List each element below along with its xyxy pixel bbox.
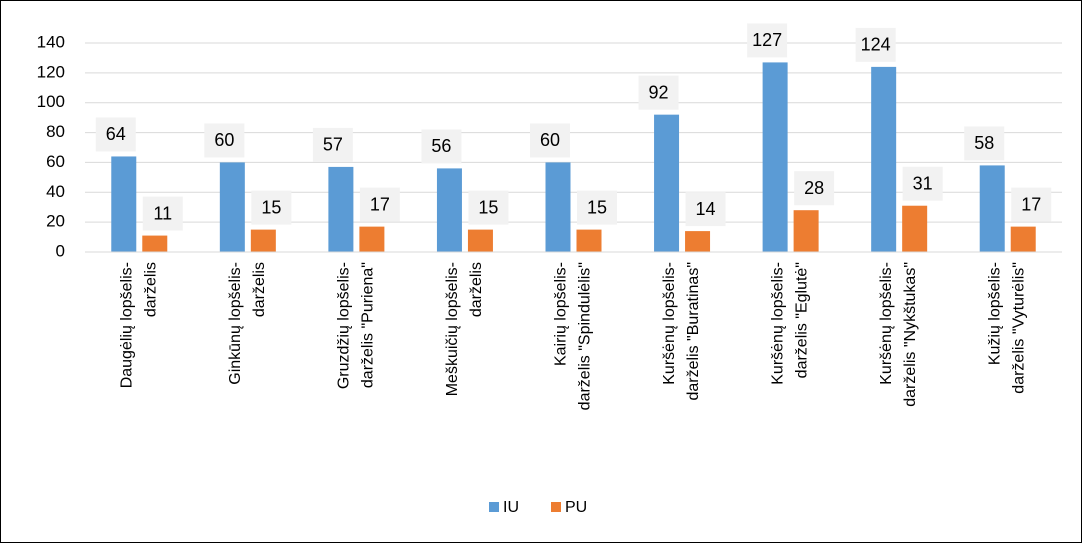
x-tick-label-line: Kuršėnų lopšelis- <box>661 262 678 385</box>
x-tick-label-line: Daugėlių lopšelis- <box>118 262 135 388</box>
x-tick-label-line: Kuršėnų lopšelis- <box>770 262 787 385</box>
y-tick-label: 60 <box>46 152 65 171</box>
bar <box>328 166 354 252</box>
bar <box>250 229 276 252</box>
data-label: 28 <box>804 178 824 198</box>
x-tick-label: Gruzdžių lopšelis-darželis "Puriena" <box>336 262 377 389</box>
bar <box>793 210 819 252</box>
data-label: 15 <box>478 197 498 217</box>
data-label-box <box>577 190 617 225</box>
bar <box>1010 226 1036 252</box>
data-label: 15 <box>261 197 281 217</box>
x-tick-label: Meškuičių lopšelis-darželis <box>444 262 485 396</box>
legend-swatch <box>551 502 561 512</box>
x-tick-label-line: darželis "Vyturėlis" <box>1011 262 1028 394</box>
data-label: 127 <box>752 30 782 50</box>
y-tick-label: 140 <box>37 32 65 51</box>
x-tick-label: Kuršėnų lopšelis-darželis "Eglutė" <box>770 262 811 385</box>
data-label: 64 <box>106 124 126 144</box>
data-label: 11 <box>153 203 172 223</box>
bar <box>142 235 168 252</box>
bar <box>685 231 711 252</box>
data-label-box <box>964 126 1005 161</box>
x-tick-label: Kairių lopšelis-darželis "Spindulėlis" <box>553 262 594 410</box>
data-label-box <box>638 75 679 110</box>
bar <box>219 162 245 252</box>
bar <box>871 66 897 252</box>
y-tick-label: 0 <box>56 241 65 260</box>
x-tick-label-line: darželis "Buratinas" <box>685 262 702 401</box>
x-tick-label-line: darželis "Nykštukas" <box>902 262 919 407</box>
data-label-box <box>855 27 896 62</box>
y-tick-label: 100 <box>37 92 65 111</box>
bar <box>436 168 462 252</box>
data-label: 60 <box>540 130 560 150</box>
x-tick-label: Kuršėnų lopšelis-darželis "Nykštukas" <box>878 262 919 407</box>
x-tick-label-line: darželis "Eglutė" <box>794 262 811 378</box>
x-tick-label: Kuršėnų lopšelis-darželis "Buratinas" <box>661 262 702 401</box>
x-tick-label-line: Kuršėnų lopšelis- <box>878 262 895 385</box>
bar <box>654 114 680 253</box>
legend-label: PU <box>565 499 587 516</box>
x-tick-label: Ginkūnų lopšelis-darželis <box>227 262 268 385</box>
bar <box>359 226 385 252</box>
data-label-box <box>251 190 292 225</box>
x-tick-label-line: Kužių lopšelis- <box>987 262 1004 365</box>
y-tick-label: 20 <box>46 212 65 231</box>
data-label: 15 <box>587 197 607 217</box>
data-label-box <box>530 123 570 158</box>
x-tick-label-line: darželis <box>142 262 159 317</box>
y-tick-label: 40 <box>46 182 65 201</box>
data-label-box <box>685 192 726 227</box>
x-tick-label-line: Gruzdžių lopšelis- <box>336 262 353 389</box>
x-tick-label-line: darželis "Puriena" <box>360 262 377 388</box>
data-label-box <box>468 190 509 225</box>
data-label-box <box>902 166 943 201</box>
x-tick-label-line: Ginkūnų lopšelis- <box>227 262 244 385</box>
bar <box>545 162 571 252</box>
x-tick-label: Daugėlių lopšelis-darželis <box>118 262 159 388</box>
data-label: 124 <box>861 35 891 55</box>
data-label-box <box>421 129 462 164</box>
data-label: 60 <box>214 130 234 150</box>
data-label-box <box>142 196 183 231</box>
bar <box>762 62 788 253</box>
bar <box>111 156 137 252</box>
data-label: 17 <box>370 194 390 214</box>
data-label-box <box>95 117 136 152</box>
x-tick-label-line: darželis "Spindulėlis" <box>577 262 594 410</box>
bar <box>979 165 1005 252</box>
data-label: 57 <box>323 135 343 155</box>
x-tick-label-line: darželis <box>251 262 268 317</box>
data-label-box <box>359 187 400 222</box>
data-label-box <box>1011 187 1052 222</box>
bar <box>902 205 928 252</box>
data-label: 14 <box>696 199 716 219</box>
x-tick-label: Kužių lopšelis-darželis "Vyturėlis" <box>987 262 1028 394</box>
bar <box>576 229 602 252</box>
data-label-box <box>204 123 245 158</box>
legend-swatch <box>489 502 499 512</box>
data-label-box <box>312 127 353 162</box>
x-tick-label-line: Meškuičių lopšelis- <box>444 262 461 396</box>
x-tick-label-line: Kairių lopšelis- <box>553 262 570 366</box>
y-tick-label: 80 <box>46 122 65 141</box>
y-tick-label: 120 <box>37 62 65 81</box>
data-label: 92 <box>649 82 669 102</box>
data-label: 56 <box>431 136 451 156</box>
data-label-box <box>794 171 835 206</box>
legend-label: IU <box>503 499 519 516</box>
data-label: 17 <box>1021 194 1041 214</box>
x-tick-label-line: darželis <box>468 262 485 317</box>
data-label: 58 <box>974 133 994 153</box>
data-label: 31 <box>913 173 933 193</box>
bar <box>467 229 493 252</box>
data-label-box <box>747 23 788 58</box>
